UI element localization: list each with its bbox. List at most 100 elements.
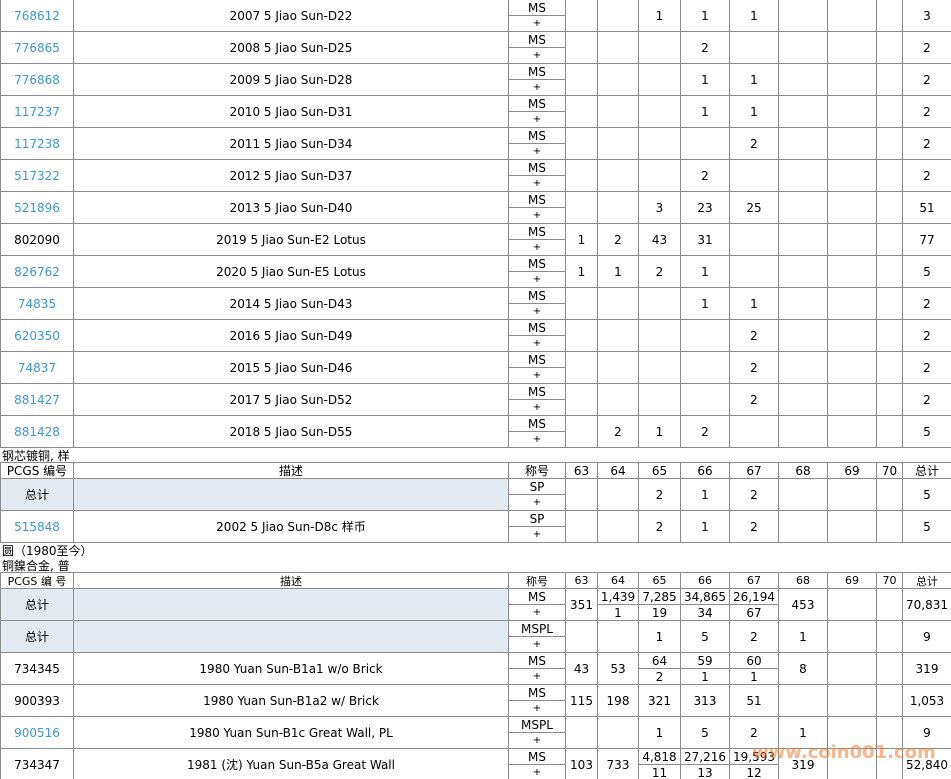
count — [827, 652, 877, 685]
description: 2008 5 Jiao Sun-D25 — [73, 31, 509, 64]
count: 198 — [597, 684, 639, 717]
pcgs-link[interactable]: 881428 — [0, 415, 74, 448]
pcgs-link[interactable]: 517322 — [0, 159, 74, 192]
header-cell: 67 — [729, 572, 779, 589]
count: 43 — [565, 652, 598, 685]
pcgs-link[interactable]: 117237 — [0, 95, 74, 128]
count: 2 — [729, 319, 779, 352]
count — [827, 223, 877, 256]
grade-plus: + — [508, 239, 566, 256]
count — [565, 159, 598, 192]
count: 1 — [729, 287, 779, 320]
count — [638, 31, 681, 64]
count — [876, 383, 903, 416]
count — [729, 415, 779, 448]
grade-plus: + — [508, 47, 566, 64]
count: 77 — [902, 223, 951, 256]
count: 2 — [638, 255, 681, 288]
count: 1 — [778, 620, 828, 653]
count: 2 — [902, 383, 951, 416]
count — [680, 319, 730, 352]
count — [597, 478, 639, 511]
count — [876, 63, 903, 96]
count — [638, 351, 681, 384]
count: 2 — [729, 351, 779, 384]
grade-label: MS — [508, 652, 566, 669]
pcgs-link[interactable]: 74835 — [0, 287, 74, 320]
count — [778, 684, 828, 717]
count: 2 — [680, 31, 730, 64]
count: 5 — [902, 478, 951, 511]
count: 23 — [680, 191, 730, 224]
pcgs-link[interactable]: 881427 — [0, 383, 74, 416]
count: 2 — [729, 620, 779, 653]
count — [827, 319, 877, 352]
count: 53 — [597, 652, 639, 685]
grade-plus: + — [508, 175, 566, 192]
count — [638, 287, 681, 320]
pcgs-link[interactable]: 776868 — [0, 63, 74, 96]
pcgs-link[interactable]: 74837 — [0, 351, 74, 384]
count: 7,285 — [638, 588, 681, 605]
count: 5 — [902, 255, 951, 288]
count — [729, 223, 779, 256]
count — [876, 95, 903, 128]
description — [73, 620, 509, 653]
grade-plus: + — [508, 526, 566, 543]
count — [597, 287, 639, 320]
pcgs-link[interactable]: 117238 — [0, 127, 74, 160]
grade-label: MS — [508, 684, 566, 701]
pcgs-link[interactable]: 776865 — [0, 31, 74, 64]
count: 1 — [680, 63, 730, 96]
count — [597, 191, 639, 224]
description: 1980 Yuan Sun-B1a1 w/o Brick — [73, 652, 509, 685]
count — [638, 95, 681, 128]
pcgs-link[interactable]: 521896 — [0, 191, 74, 224]
pcgs-number: 734347 — [0, 748, 74, 779]
header-cell: 总计 — [902, 572, 951, 589]
count — [876, 159, 903, 192]
pcgs-link[interactable]: 768612 — [0, 0, 74, 32]
grade-label: MS — [508, 63, 566, 80]
grade-plus: + — [508, 636, 566, 653]
pcgs-link[interactable]: 620350 — [0, 319, 74, 352]
count — [827, 127, 877, 160]
count — [565, 716, 598, 749]
count — [876, 127, 903, 160]
count — [680, 383, 730, 416]
description: 2012 5 Jiao Sun-D37 — [73, 159, 509, 192]
pcgs-link[interactable]: 826762 — [0, 255, 74, 288]
count-plus: 34 — [680, 604, 730, 621]
count-plus: 1 — [680, 668, 730, 685]
header-cell: 64 — [597, 462, 639, 479]
count — [876, 223, 903, 256]
count-plus: 13 — [680, 764, 730, 779]
description: 2018 5 Jiao Sun-D55 — [73, 415, 509, 448]
count: 1 — [680, 95, 730, 128]
count — [597, 0, 639, 32]
pcgs-link[interactable]: 515848 — [0, 510, 74, 543]
count: 1 — [729, 0, 779, 32]
count: 43 — [638, 223, 681, 256]
description: 2002 5 Jiao Sun-D8c 样币 — [73, 510, 509, 543]
count: 1 — [638, 415, 681, 448]
grade-label: MS — [508, 415, 566, 432]
count — [778, 287, 828, 320]
count: 351 — [565, 588, 598, 621]
count: 115 — [565, 684, 598, 717]
grade-plus: + — [508, 494, 566, 511]
count-plus: 67 — [729, 604, 779, 621]
grade-label: SP — [508, 478, 566, 495]
description: 2010 5 Jiao Sun-D31 — [73, 95, 509, 128]
count: 321 — [638, 684, 681, 717]
count-plus: 19 — [638, 604, 681, 621]
count — [565, 415, 598, 448]
count: 1,053 — [902, 684, 951, 717]
pcgs-link[interactable]: 900516 — [0, 716, 74, 749]
count — [827, 191, 877, 224]
description: 2014 5 Jiao Sun-D43 — [73, 287, 509, 320]
count: 51 — [902, 191, 951, 224]
description: 2013 5 Jiao Sun-D40 — [73, 191, 509, 224]
count — [565, 127, 598, 160]
grade-plus: + — [508, 79, 566, 96]
